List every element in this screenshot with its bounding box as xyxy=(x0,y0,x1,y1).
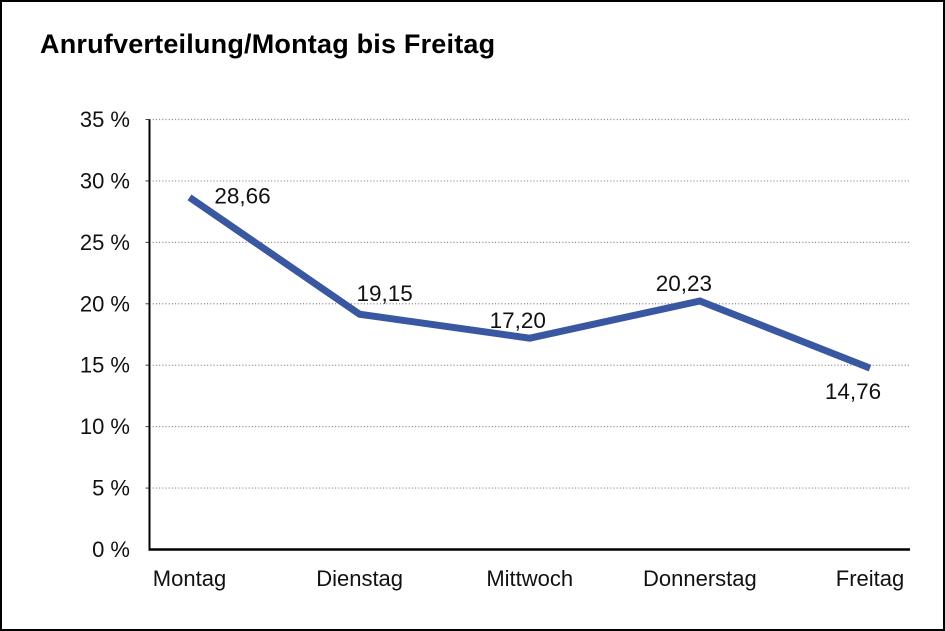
data-point-label: 28,66 xyxy=(214,183,270,208)
y-axis-tick-label: 20 % xyxy=(80,291,130,316)
data-point-label: 19,15 xyxy=(356,281,412,306)
y-axis-tick-label: 15 % xyxy=(80,353,130,378)
data-line xyxy=(187,194,872,372)
y-axis-tick-label: 30 % xyxy=(80,168,130,193)
y-axis-tick-label: 5 % xyxy=(92,476,130,501)
data-point-label: 17,20 xyxy=(490,308,546,333)
y-axis-tick-label: 10 % xyxy=(80,414,130,439)
x-axis-label: Montag xyxy=(153,566,226,591)
y-axis-tick-label: 0 % xyxy=(92,537,130,562)
x-axis-label: Freitag xyxy=(836,566,904,591)
x-axis-label: Dienstag xyxy=(316,566,403,591)
x-axis-label: Donnerstag xyxy=(643,566,757,591)
chart-title: Anrufverteilung/Montag bis Freitag xyxy=(40,29,496,59)
x-axis-label: Mittwoch xyxy=(486,566,573,591)
y-axis-tick-label: 35 % xyxy=(80,107,130,132)
data-point-label: 14,76 xyxy=(825,379,881,404)
y-axis-tick-label: 25 % xyxy=(80,230,130,255)
data-point-label: 20,23 xyxy=(656,271,712,296)
